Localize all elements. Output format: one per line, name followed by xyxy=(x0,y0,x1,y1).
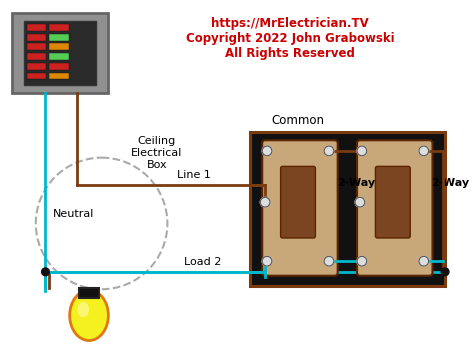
Bar xyxy=(27,24,46,31)
Bar xyxy=(79,288,99,298)
Bar xyxy=(27,44,46,50)
Circle shape xyxy=(357,146,367,156)
Text: Line 1: Line 1 xyxy=(177,170,210,180)
Circle shape xyxy=(262,256,272,266)
Bar xyxy=(250,132,445,286)
Bar xyxy=(49,24,69,31)
Circle shape xyxy=(355,197,365,207)
FancyBboxPatch shape xyxy=(375,166,410,238)
Circle shape xyxy=(441,268,449,276)
Bar xyxy=(27,63,46,70)
Circle shape xyxy=(419,146,428,156)
Text: Load 2: Load 2 xyxy=(184,257,222,267)
Circle shape xyxy=(419,256,428,266)
Bar xyxy=(27,72,46,79)
FancyBboxPatch shape xyxy=(357,140,432,276)
Circle shape xyxy=(262,146,272,156)
Ellipse shape xyxy=(77,302,89,317)
FancyBboxPatch shape xyxy=(281,166,315,238)
Bar xyxy=(49,34,69,40)
Bar xyxy=(11,13,109,93)
Text: Ceiling
Electrical
Box: Ceiling Electrical Box xyxy=(131,136,182,170)
Bar xyxy=(49,72,69,79)
Circle shape xyxy=(357,256,367,266)
Bar xyxy=(49,53,69,60)
Bar xyxy=(49,63,69,70)
FancyBboxPatch shape xyxy=(262,140,337,276)
Bar xyxy=(24,21,96,85)
Bar xyxy=(49,44,69,50)
Bar xyxy=(27,34,46,40)
Circle shape xyxy=(42,268,49,276)
Text: https://MrElectrician.TV
Copyright 2022 John Grabowski
All Rights Reserved: https://MrElectrician.TV Copyright 2022 … xyxy=(186,17,394,60)
Text: Neutral: Neutral xyxy=(53,209,95,219)
Circle shape xyxy=(324,256,334,266)
Circle shape xyxy=(324,146,334,156)
Text: 2-Way: 2-Way xyxy=(337,178,375,188)
Circle shape xyxy=(260,197,270,207)
Bar xyxy=(27,53,46,60)
Text: Common: Common xyxy=(272,114,325,127)
Ellipse shape xyxy=(70,290,109,340)
Text: 2-Way: 2-Way xyxy=(431,178,470,188)
